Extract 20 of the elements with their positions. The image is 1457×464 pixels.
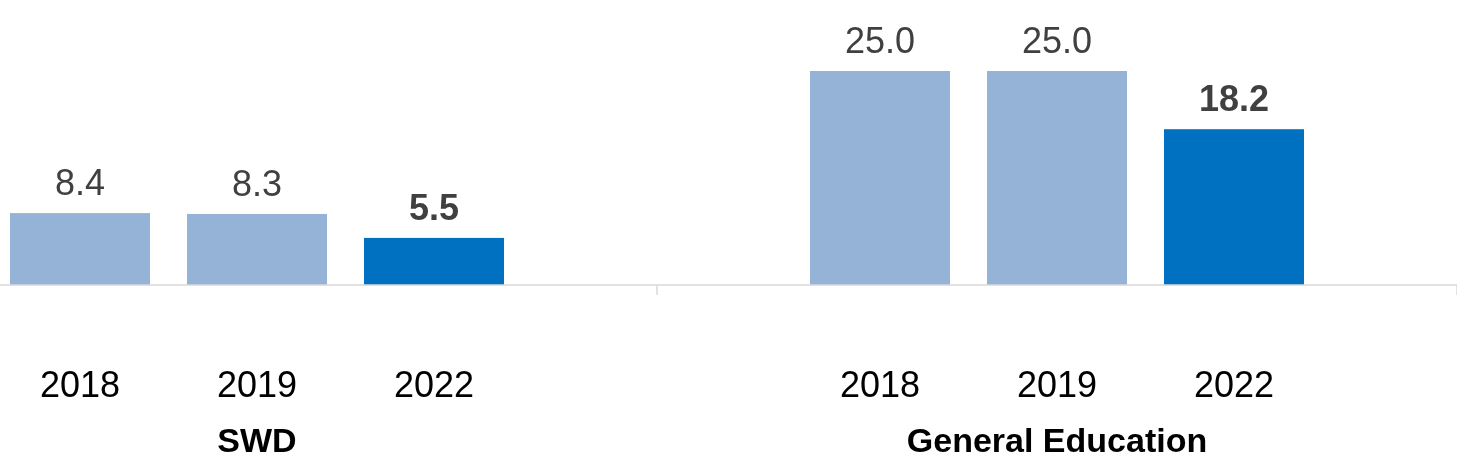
bar bbox=[987, 71, 1127, 285]
x-tick-label: SWD bbox=[217, 421, 297, 459]
x-tick-label: General Education bbox=[906, 421, 1208, 459]
data-label: 8.4 bbox=[54, 162, 106, 204]
bar bbox=[810, 71, 950, 285]
text: 2018 bbox=[39, 364, 121, 405]
text: 2022 bbox=[1193, 364, 1275, 405]
text: 2019 bbox=[1016, 364, 1098, 405]
data-label: 8.3 bbox=[231, 162, 283, 204]
bar bbox=[187, 213, 327, 285]
bar bbox=[1164, 129, 1304, 285]
bar bbox=[10, 213, 150, 285]
text: 2019 bbox=[216, 364, 298, 405]
text: 2018 bbox=[839, 364, 921, 405]
data-label: 25.0 bbox=[844, 20, 916, 61]
text: 2022 bbox=[393, 364, 475, 405]
bar bbox=[364, 237, 504, 285]
data-label: 25.0 bbox=[1021, 20, 1093, 61]
data-label: 5.5 bbox=[408, 186, 460, 228]
data-label: 18.2 bbox=[1198, 78, 1270, 120]
